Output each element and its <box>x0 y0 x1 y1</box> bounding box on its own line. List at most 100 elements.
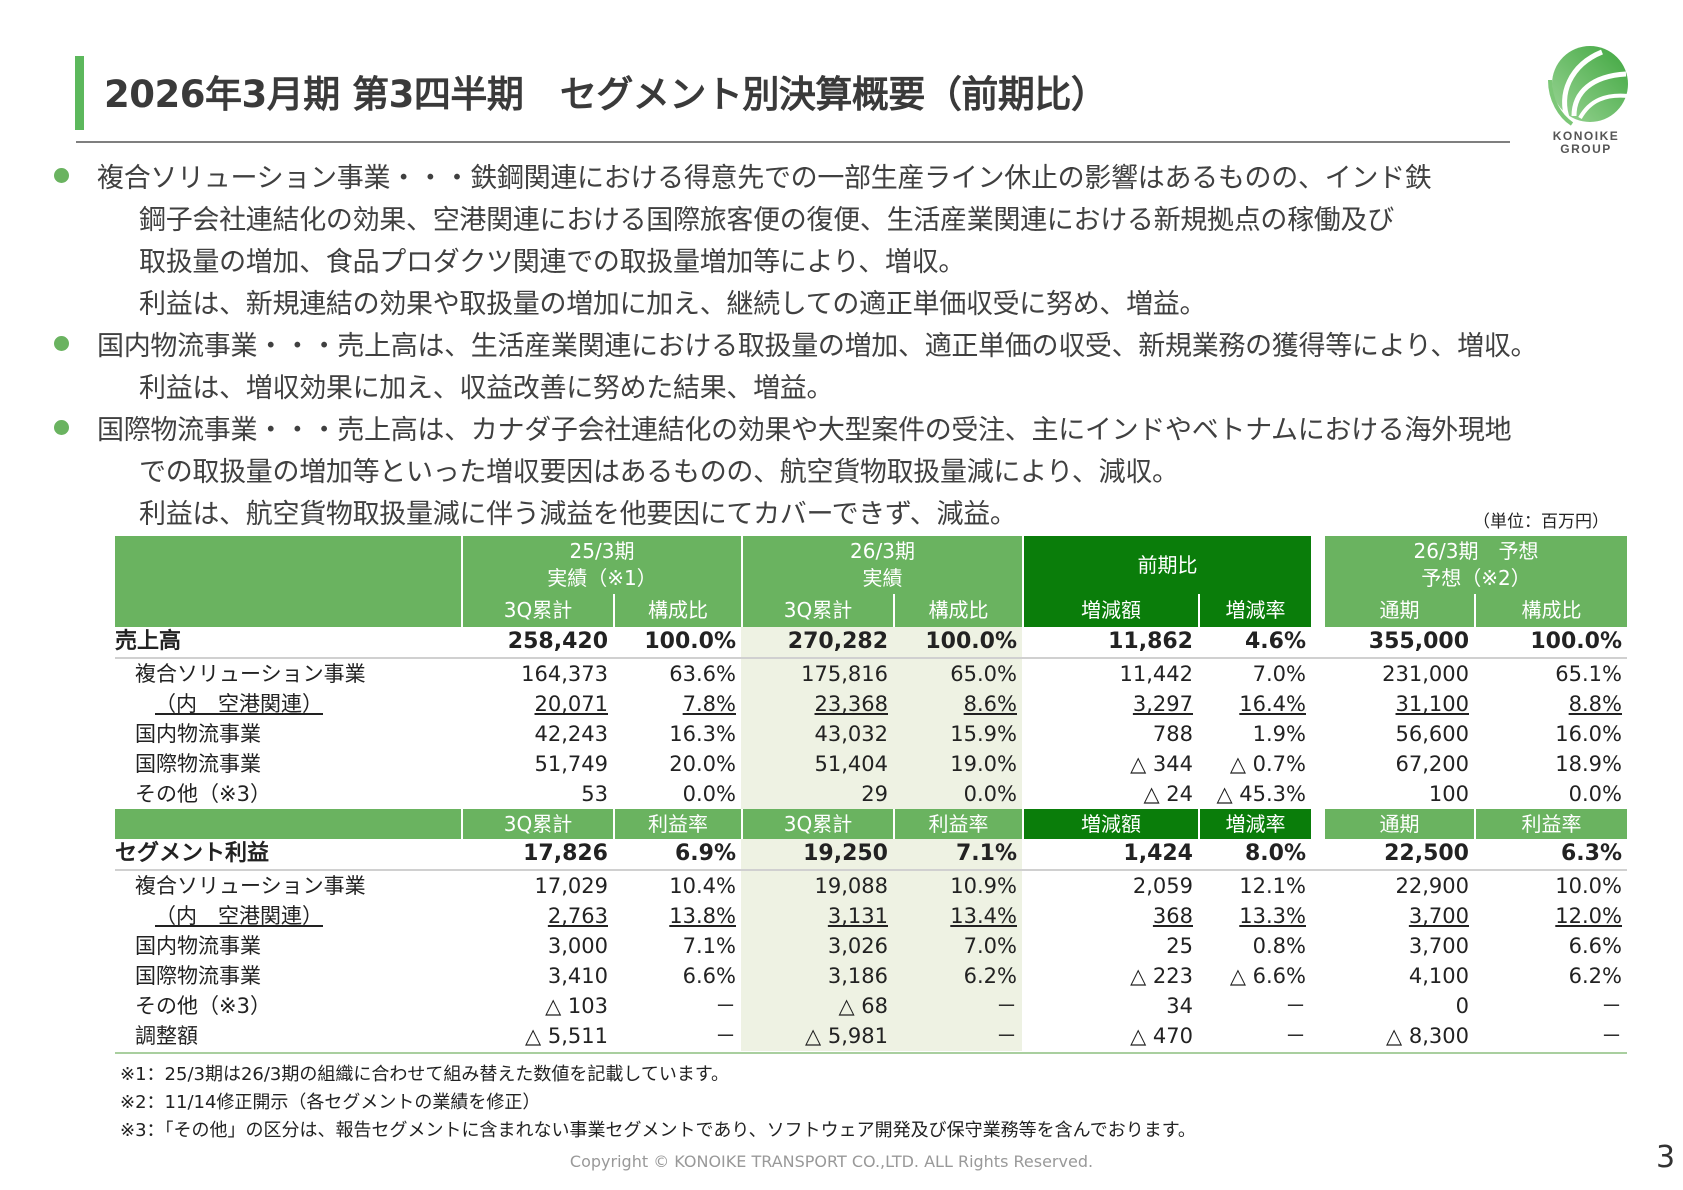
bullet-text: 複合ソリューション事業・・・鉄鋼関連における得意先での一部生産ライン休止の影響は… <box>97 163 1432 194</box>
bullet-text: 国内物流事業・・・売上高は、生活産業関連における取扱量の増加、適正単価の収受、新… <box>97 331 1538 362</box>
cell-value: 34 <box>1166 994 1193 1018</box>
cell-value: 8.6% <box>963 692 1017 716</box>
cell: 7.0% <box>893 931 1022 961</box>
cell-gap <box>1311 871 1323 901</box>
page-number: 3 <box>1656 1140 1676 1175</box>
cell: 6.9% <box>613 839 741 869</box>
cell: 0.0% <box>613 779 741 809</box>
cell-value: 6.3% <box>1560 841 1622 866</box>
cell: 175,816 <box>741 659 893 689</box>
konoike-group-logo: KONOIKE GROUP <box>1540 40 1632 158</box>
cell-value: △ 223 <box>1130 964 1193 988</box>
cell: 788 <box>1022 719 1198 749</box>
subheader-cell: 利益率 <box>893 809 1022 839</box>
header-group-line2: 実績 <box>862 566 903 590</box>
cell: 31,100 <box>1323 689 1474 719</box>
cell: 67,200 <box>1323 749 1474 779</box>
cell: 11,442 <box>1022 659 1198 689</box>
cell: 6.3% <box>1474 839 1627 869</box>
cell-value: 18.9% <box>1555 752 1622 776</box>
cell: 3,186 <box>741 961 893 991</box>
cell: △ 5,981 <box>741 1021 893 1051</box>
cell-value: 31,100 <box>1395 692 1469 716</box>
cell-value: 51,749 <box>534 752 608 776</box>
cell: 258,420 <box>461 627 613 657</box>
cell: － <box>893 1021 1022 1051</box>
footnote: ※3：「その他」の区分は、報告セグメントに含まれない事業セグメントであり、ソフト… <box>120 1120 1196 1141</box>
header-group-3: 26/3期 予想 予想（※2） <box>1323 536 1627 594</box>
subheader-cell: 構成比 <box>1474 594 1627 627</box>
bullet-text: 利益は、増収効果に加え、収益改善に努めた結果、増益。 <box>139 373 834 404</box>
header-group-line1: 25/3期 <box>569 539 635 563</box>
cell-value: 0.8% <box>1252 934 1306 958</box>
cell: 8.8% <box>1474 689 1627 719</box>
cell-value: 19.0% <box>950 752 1017 776</box>
cell: － <box>613 1021 741 1051</box>
subheader-cell: 増減額 <box>1022 594 1198 627</box>
title-accent-bar <box>75 56 84 130</box>
cell-value: 258,420 <box>507 629 608 654</box>
cell-value: 19,088 <box>814 874 888 898</box>
cell: 16.0% <box>1474 719 1627 749</box>
cell: 43,032 <box>741 719 893 749</box>
cell: 19,250 <box>741 839 893 869</box>
cell-value: 8.8% <box>1568 692 1622 716</box>
cell: 6.6% <box>1474 931 1627 961</box>
subheader-cell: 3Q累計 <box>461 809 613 839</box>
cell-value: 63.6% <box>669 662 736 686</box>
cell: △ 6.6% <box>1198 961 1311 991</box>
cell-gap <box>1311 901 1323 931</box>
copyright: Copyright © KONOIKE TRANSPORT CO.,LTD. A… <box>569 1152 1094 1171</box>
cell-value: 51,404 <box>814 752 888 776</box>
subheader-cell: 構成比 <box>613 594 741 627</box>
cell-value: 7.1% <box>955 841 1017 866</box>
subheader-cell: 通期 <box>1323 809 1474 839</box>
bullet-dot-icon <box>54 168 69 183</box>
row-label-text: （内 空港関連） <box>155 692 323 716</box>
cell-value: △ 470 <box>1130 1024 1193 1048</box>
cell: 7.0% <box>1198 659 1311 689</box>
cell-value: 0.0% <box>1568 782 1622 806</box>
bullet-text: 利益は、新規連結の効果や取扱量の増加に加え、継続しての適正単価収受に努め、増益。 <box>139 289 1207 320</box>
row-label: その他（※3） <box>115 991 461 1021</box>
subheader-gap <box>1311 809 1323 839</box>
cell-value: 6.2% <box>1568 964 1622 988</box>
cell-value: 13.8% <box>669 904 736 928</box>
cell-value: 3,297 <box>1132 692 1193 716</box>
cell-value: 22,900 <box>1395 874 1469 898</box>
cell-value: － <box>1601 994 1622 1018</box>
cell-value: 7.0% <box>963 934 1017 958</box>
subheader-cell: 3Q累計 <box>741 594 893 627</box>
logo-text: GROUP <box>1560 142 1612 156</box>
logo-mark-icon <box>1548 46 1629 126</box>
cell: 56,600 <box>1323 719 1474 749</box>
cell-value: 788 <box>1152 722 1193 746</box>
bullet-text: 国際物流事業・・・売上高は、カナダ子会社連結化の効果や大型案件の受注、主にインド… <box>97 415 1512 446</box>
cell-value: 3,131 <box>827 904 888 928</box>
cell-value: 3,410 <box>547 964 608 988</box>
table-row: その他（※3） 53 0.0% 29 0.0% △ 24 △ 45.3% 100 0.0% <box>115 779 1627 809</box>
cell: 42,243 <box>461 719 613 749</box>
cell-value: 0.0% <box>963 782 1017 806</box>
table-bottom-rule <box>115 1052 1627 1054</box>
subheader-cell: 利益率 <box>1474 809 1627 839</box>
subheader-cell: 構成比 <box>893 594 1022 627</box>
cell-value: 53 <box>581 782 608 806</box>
bullet-dot-icon <box>54 420 69 435</box>
footnote: ※2：11/14修正開示（各セグメントの業績を修正） <box>120 1092 541 1113</box>
cell-value: 65.1% <box>1555 662 1622 686</box>
cell-gap <box>1311 991 1323 1021</box>
title-divider <box>76 141 1510 143</box>
cell-value: － <box>1285 1024 1306 1048</box>
cell: 10.9% <box>893 871 1022 901</box>
cell-gap <box>1311 931 1323 961</box>
cell: △ 470 <box>1022 1021 1198 1051</box>
cell-value: 16.3% <box>669 722 736 746</box>
cell: 3,131 <box>741 901 893 931</box>
cell-value: 368 <box>1152 904 1193 928</box>
cell: 23,368 <box>741 689 893 719</box>
cell: △ 8,300 <box>1323 1021 1474 1051</box>
cell-value: 1,424 <box>1123 841 1193 866</box>
cell-value: △ 5,511 <box>525 1024 608 1048</box>
cell-value: 23,368 <box>814 692 888 716</box>
